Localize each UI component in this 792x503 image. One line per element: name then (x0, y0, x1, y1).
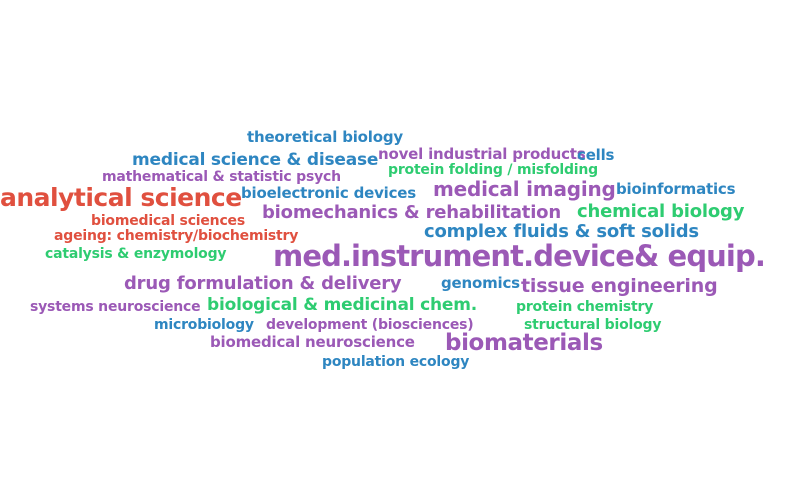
word-development-biosciences: development (biosciences) (266, 317, 474, 333)
word-complex-fluids-soft-solids: complex fluids & soft solids (424, 221, 699, 242)
word-biomedical-sciences: biomedical sciences (91, 213, 245, 229)
word-chemical-biology: chemical biology (577, 201, 745, 222)
word-bioinformatics: bioinformatics (616, 180, 736, 198)
word-med-instrument-device-equip: med.instrument.device& equip. (273, 239, 766, 273)
word-genomics: genomics (441, 274, 520, 292)
word-theoretical-biology: theoretical biology (247, 128, 403, 146)
word-ageing-chemistry-biochemistry: ageing: chemistry/biochemistry (54, 228, 299, 244)
word-protein-chemistry: protein chemistry (516, 299, 654, 315)
word-biomedical-neuroscience: biomedical neuroscience (210, 333, 415, 351)
word-biomechanics-rehabilitation: biomechanics & rehabilitation (262, 202, 561, 223)
word-analytical-science: analytical science (0, 183, 242, 212)
word-novel-industrial-products: novel industrial products (378, 145, 586, 163)
word-biological-medicinal-chem: biological & medicinal chem. (207, 295, 477, 315)
word-population-ecology: population ecology (322, 354, 470, 370)
word-protein-folding-misfolding: protein folding / misfolding (388, 162, 598, 178)
word-tissue-engineering: tissue engineering (521, 275, 718, 297)
word-biomaterials: biomaterials (445, 330, 603, 356)
word-systems-neuroscience: systems neuroscience (30, 299, 201, 315)
word-drug-formulation-delivery: drug formulation & delivery (124, 273, 402, 294)
word-medical-imaging: medical imaging (433, 177, 616, 201)
word-medical-science-disease: medical science & disease (132, 150, 379, 170)
word-microbiology: microbiology (154, 317, 254, 333)
word-bioelectronic-devices: bioelectronic devices (241, 184, 416, 202)
word-structural-biology: structural biology (524, 317, 662, 333)
word-catalysis-enzymology: catalysis & enzymology (45, 246, 227, 262)
word-mathematical-statistic-psych: mathematical & statistic psych (102, 169, 341, 185)
word-cells: cells (577, 146, 615, 164)
